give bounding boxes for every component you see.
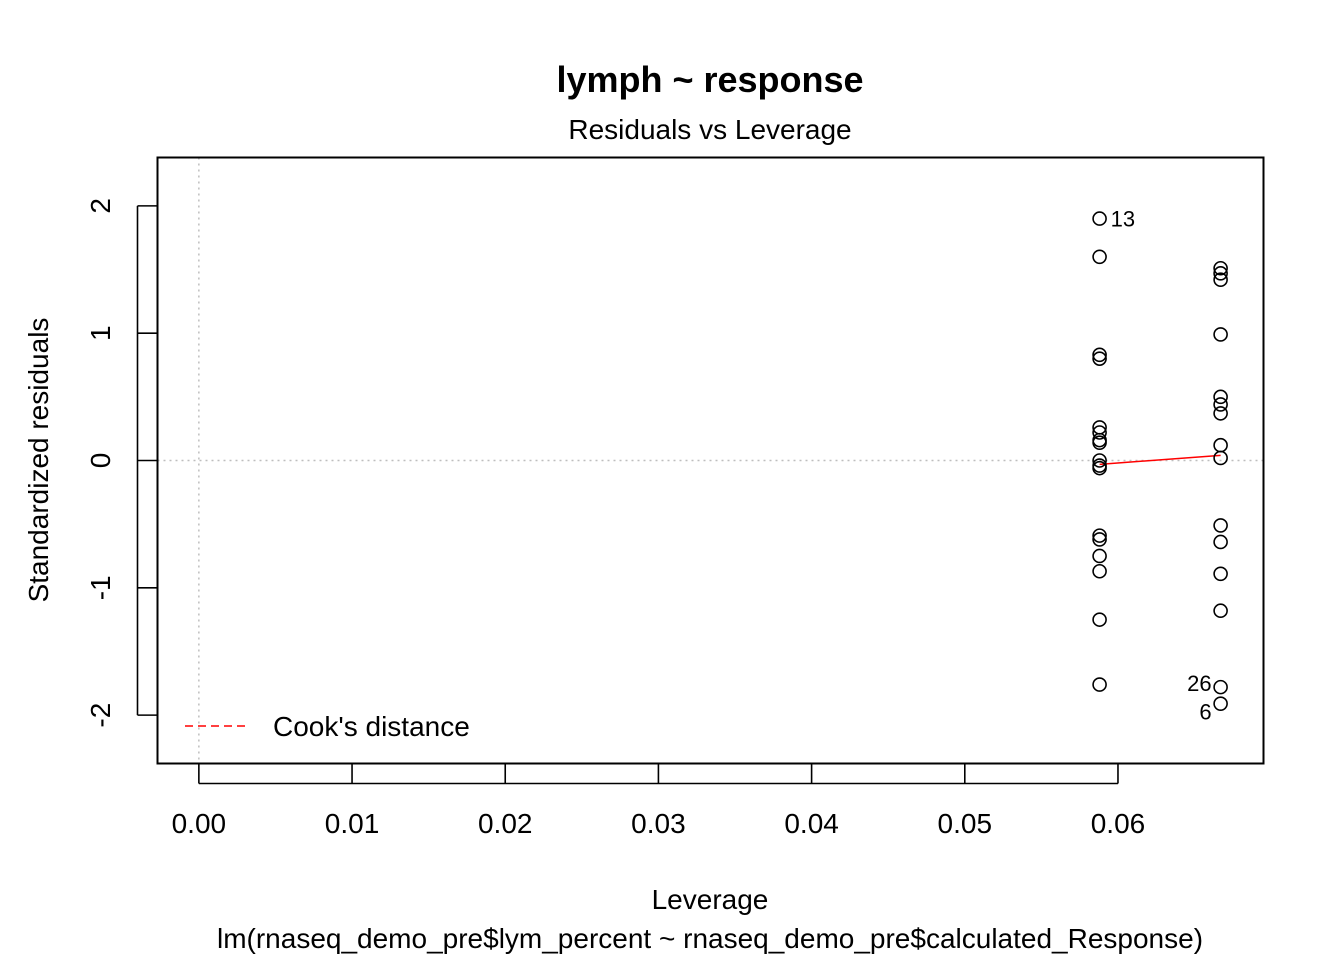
y-tick-label: -2	[85, 703, 116, 728]
plot-caption: lm(rnaseq_demo_pre$lym_percent ~ rnaseq_…	[217, 923, 1203, 954]
x-axis: 0.00 0.01 0.02 0.03 0.04 0.05 0.06	[172, 763, 1146, 839]
y-tick-label: 2	[85, 198, 116, 214]
data-point	[1213, 406, 1228, 421]
smooth-line-group	[1099, 454, 1221, 466]
x-tick-label: 0.03	[631, 808, 686, 839]
legend-label: Cook's distance	[273, 711, 470, 742]
point-label: 6	[1199, 700, 1211, 725]
reference-lines	[157, 157, 1264, 764]
chart-subtitle: Residuals vs Leverage	[568, 114, 851, 145]
y-axis-label: Standardized residuals	[23, 318, 54, 603]
data-point	[1213, 389, 1228, 405]
data-point	[1092, 249, 1107, 265]
y-axis: -2 -1 0 1 2	[85, 198, 158, 728]
y-tick-label: -1	[85, 575, 116, 600]
data-point	[1092, 677, 1107, 692]
y-tick-label: 1	[85, 325, 116, 341]
x-tick-label: 0.04	[784, 808, 839, 839]
data-point	[1213, 266, 1228, 281]
x-tick-label: 0.01	[325, 808, 380, 839]
data-point	[1213, 566, 1228, 582]
data-point	[1213, 272, 1228, 288]
data-point	[1213, 603, 1228, 619]
data-point	[1092, 435, 1107, 450]
point-label: 26	[1187, 671, 1211, 696]
data-point	[1092, 563, 1107, 579]
data-point	[1213, 679, 1228, 695]
data-point	[1092, 211, 1107, 226]
chart-title: lymph ~ response	[556, 59, 863, 100]
smooth-line	[1099, 454, 1221, 466]
legend: Cook's distance	[185, 711, 470, 742]
data-point	[1092, 528, 1107, 543]
data-point	[1092, 460, 1107, 476]
x-tick-label: 0.05	[938, 808, 993, 839]
x-tick-label: 0.00	[172, 808, 227, 839]
data-point	[1092, 548, 1107, 564]
data-point	[1213, 397, 1228, 412]
data-point	[1092, 532, 1107, 547]
data-point	[1092, 351, 1107, 366]
data-point	[1213, 534, 1228, 550]
data-point	[1213, 437, 1228, 453]
x-tick-label: 0.06	[1091, 808, 1146, 839]
data-point	[1213, 260, 1228, 276]
point-labels-group: 13 26 6	[1111, 207, 1212, 725]
data-point	[1213, 327, 1228, 342]
data-point	[1092, 425, 1107, 440]
x-tick-label: 0.02	[478, 808, 533, 839]
data-point	[1092, 612, 1107, 627]
data-point	[1213, 450, 1228, 466]
point-label: 13	[1111, 207, 1135, 232]
points-group	[1092, 211, 1228, 711]
y-tick-label: 0	[85, 453, 116, 469]
x-axis-label: Leverage	[652, 884, 769, 915]
data-point	[1092, 347, 1107, 363]
data-point	[1213, 518, 1228, 533]
data-point	[1092, 453, 1107, 468]
data-point	[1213, 696, 1228, 711]
